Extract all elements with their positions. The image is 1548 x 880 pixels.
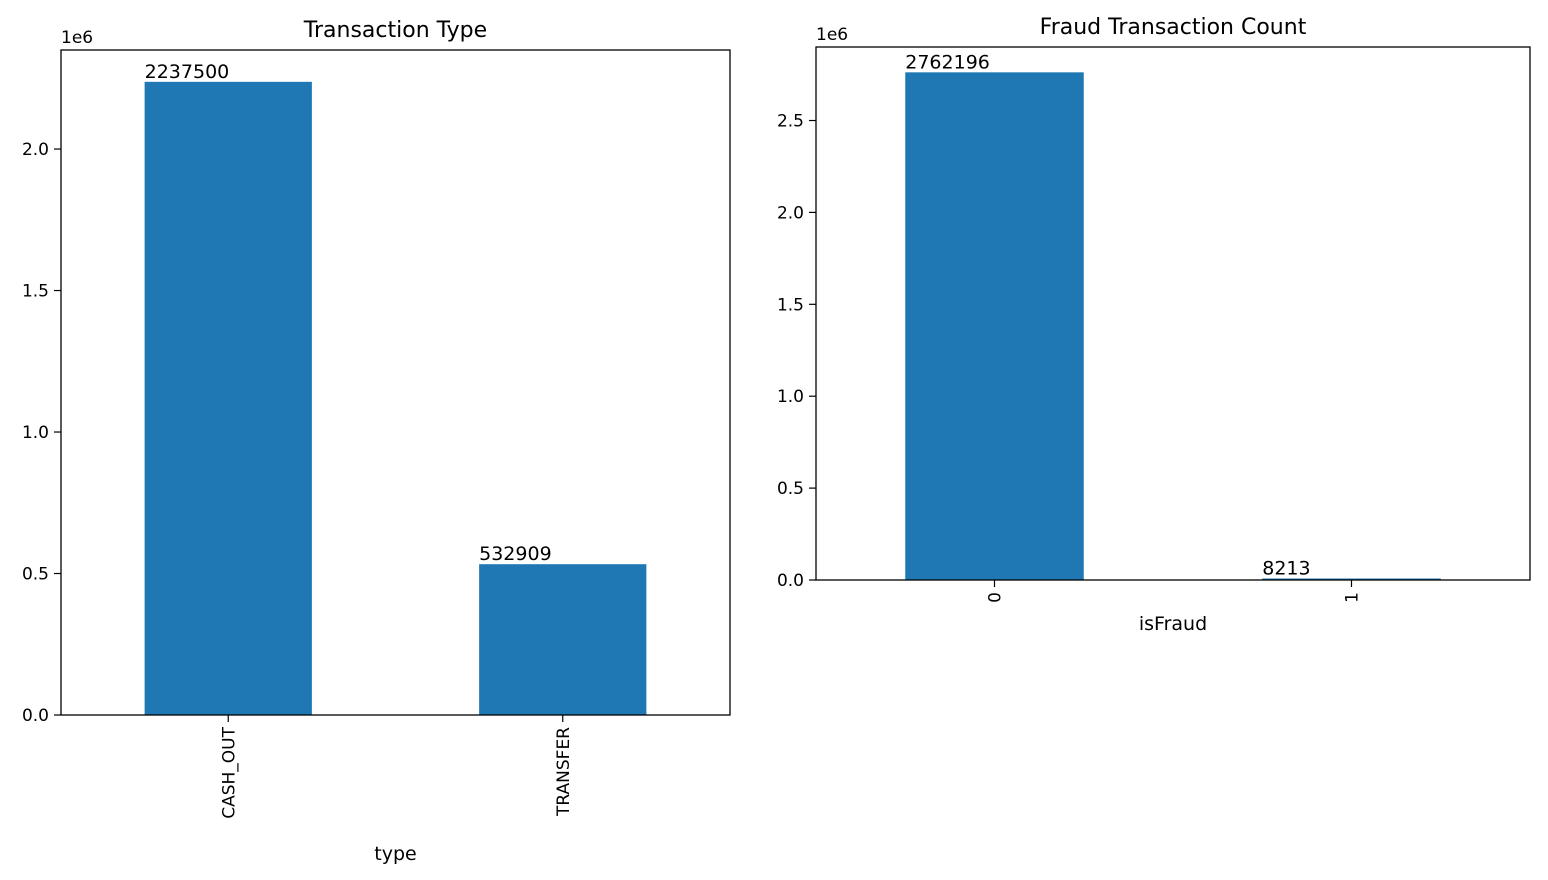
- chart-2-bar-label: 2762196: [905, 51, 990, 73]
- chart-1-x-axis-label: type: [374, 843, 416, 865]
- chart-2-bar-label: 8213: [1262, 557, 1310, 579]
- chart-2-y-tick-label: 0.0: [777, 571, 804, 591]
- chart-2-y-tick-label: 2.0: [777, 203, 804, 223]
- chart-2-y-tick-label: 1.0: [777, 387, 804, 407]
- chart-1-x-tick-label: TRANSFER: [554, 727, 574, 817]
- chart-1-y-tick-label: 0.5: [22, 565, 49, 585]
- chart-2-x-tick-label: 1: [1343, 592, 1363, 603]
- chart-1-x-tick-label: CASH_OUT: [219, 726, 239, 818]
- chart-1-y-tick-label: 2.0: [22, 140, 49, 160]
- chart-1-bar-label: 532909: [479, 543, 552, 565]
- chart-1-y-tick-label: 1.5: [22, 282, 49, 302]
- chart-2-y-tick-label: 1.5: [777, 295, 804, 315]
- chart-1-axes-frame: [60, 49, 731, 716]
- chart-1-title: Transaction Type: [303, 18, 487, 43]
- chart-1-bar-label: 2237500: [145, 61, 230, 83]
- chart-1-y-tick-label: 0.0: [22, 706, 49, 726]
- chart-2-y-tick-label: 0.5: [777, 479, 804, 499]
- chart-1-y-tick-label: 1.0: [22, 423, 49, 443]
- chart-1-bar-transfer: [479, 564, 647, 715]
- chart-2-title: Fraud Transaction Count: [1040, 15, 1307, 40]
- chart-2-bar-0: [905, 72, 1084, 580]
- chart-2-y-offset-label: 1e6: [816, 25, 848, 45]
- chart-2-bar-1: [1262, 578, 1441, 580]
- chart-1-y-offset-label: 1e6: [61, 28, 93, 48]
- chart-1-bar-cash-out: [144, 81, 312, 716]
- chart-2-axes-frame: [815, 46, 1531, 581]
- chart-2-x-axis-label: isFraud: [1139, 613, 1207, 635]
- chart-2-y-tick-label: 2.5: [777, 112, 804, 132]
- chart-2-x-tick-label: 0: [986, 592, 1006, 603]
